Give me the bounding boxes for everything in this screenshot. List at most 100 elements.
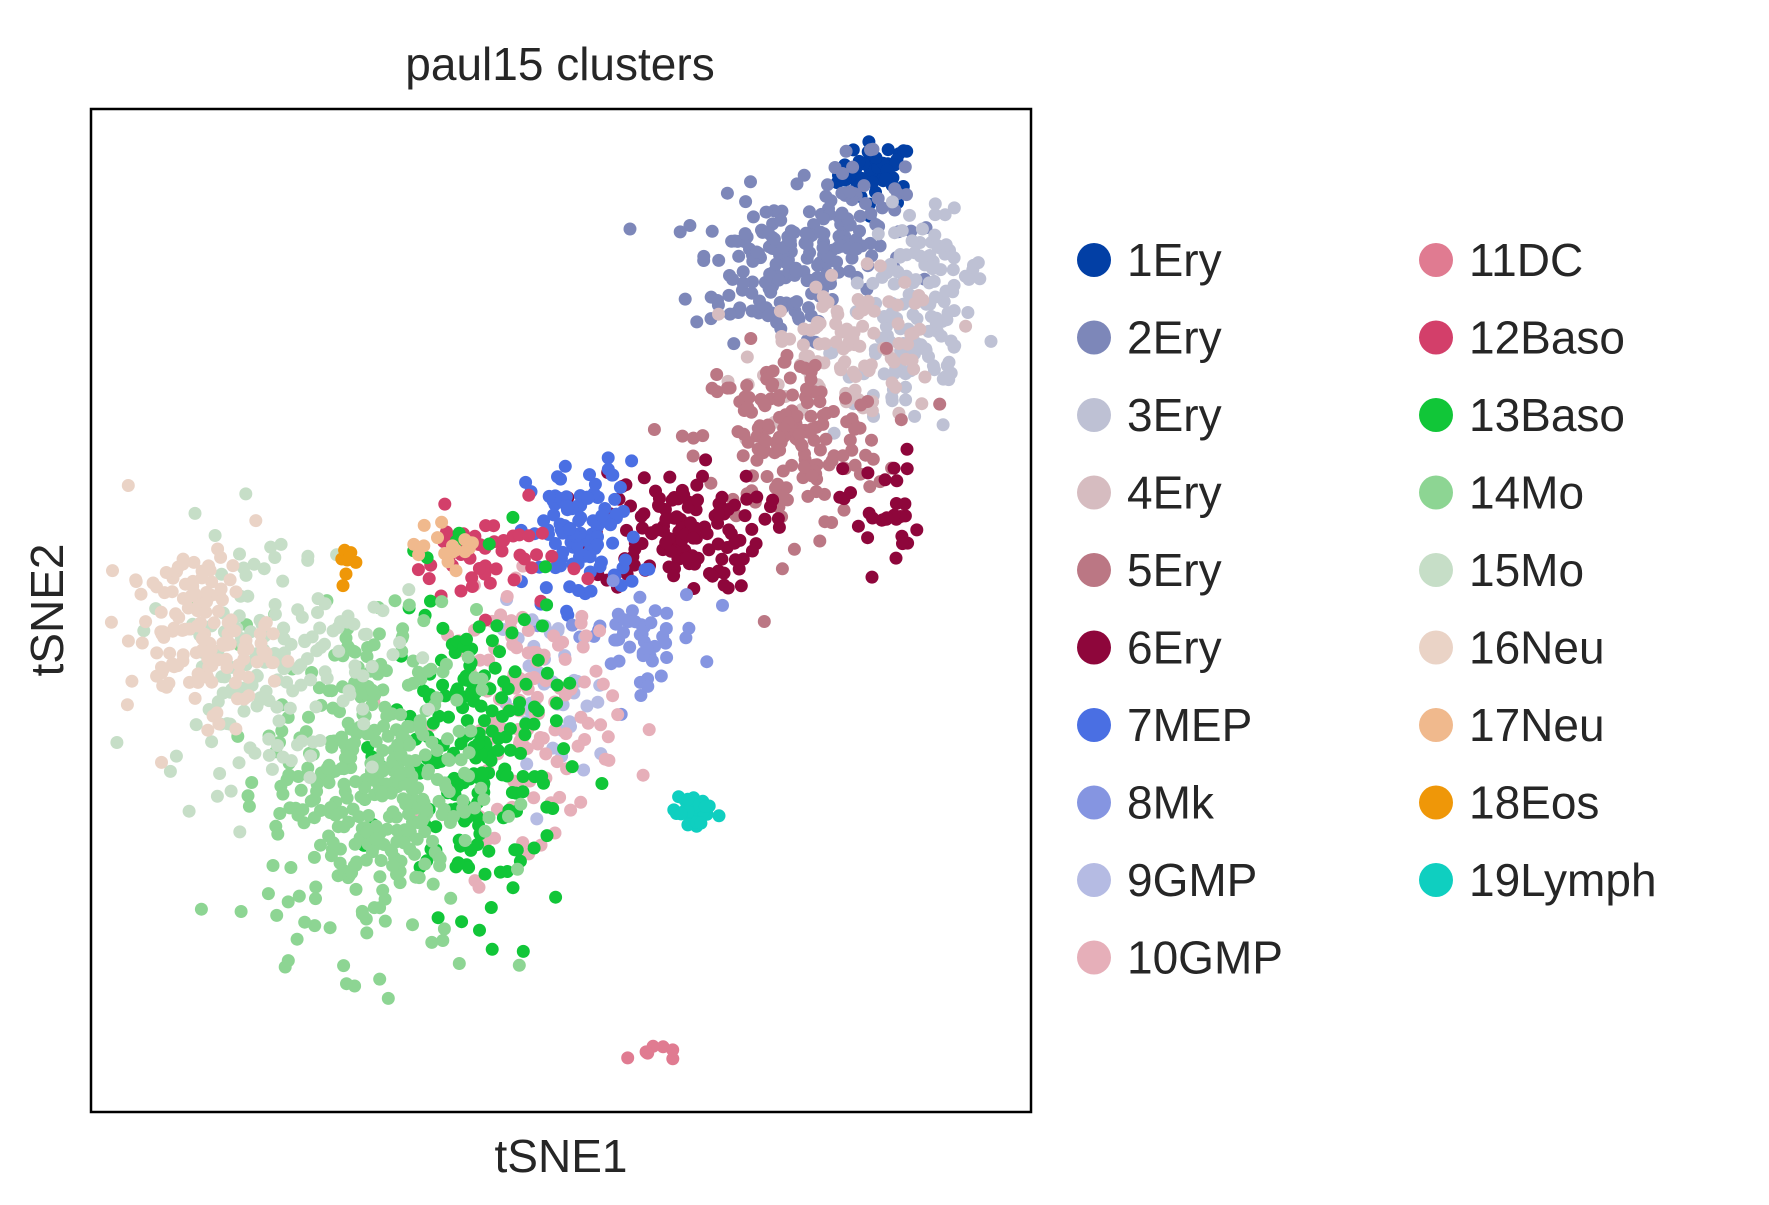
data-point	[485, 704, 499, 718]
data-point	[822, 458, 836, 472]
data-point	[199, 605, 213, 619]
data-point	[267, 674, 281, 688]
legend-label: 4Ery	[1127, 467, 1222, 519]
data-point	[242, 799, 256, 813]
data-point	[864, 207, 878, 221]
data-point	[527, 717, 541, 731]
legend-label: 19Lymph	[1469, 854, 1657, 906]
data-point	[519, 677, 533, 691]
data-point	[712, 809, 726, 823]
data-point	[444, 891, 458, 905]
data-point	[336, 579, 350, 593]
data-point	[502, 809, 515, 823]
data-point	[617, 626, 630, 639]
data-point	[437, 922, 451, 936]
data-point	[635, 521, 649, 535]
data-point	[634, 689, 648, 702]
data-point	[739, 195, 753, 209]
data-point	[522, 529, 536, 543]
data-point	[291, 603, 305, 617]
data-point	[545, 549, 559, 563]
data-point	[530, 548, 543, 562]
data-point	[489, 562, 503, 576]
data-point	[406, 918, 419, 932]
data-point	[565, 760, 579, 774]
data-point	[335, 762, 349, 775]
legend-label: 11DC	[1469, 234, 1583, 286]
data-point	[700, 527, 714, 541]
data-point	[907, 362, 921, 376]
data-point	[843, 185, 857, 199]
data-point	[738, 509, 752, 523]
data-point	[792, 428, 806, 442]
data-point	[633, 590, 647, 604]
data-point	[908, 409, 922, 423]
data-point	[715, 552, 729, 566]
data-point	[512, 528, 526, 542]
data-point	[550, 678, 564, 692]
data-point	[187, 555, 201, 569]
legend-item-5Ery: 5Ery	[1077, 544, 1222, 596]
data-point	[563, 676, 577, 690]
data-point	[462, 861, 476, 874]
series-19Lymph	[667, 790, 726, 833]
data-point	[772, 273, 786, 287]
data-point	[799, 226, 813, 240]
data-point	[900, 144, 914, 158]
series-8Mk	[531, 574, 729, 721]
data-point	[314, 838, 327, 852]
data-point	[375, 789, 389, 803]
data-point	[337, 777, 351, 791]
data-point	[961, 306, 975, 319]
data-point	[303, 771, 317, 784]
data-point	[760, 470, 774, 483]
data-point	[385, 844, 399, 858]
data-point	[698, 800, 712, 813]
data-point	[284, 754, 298, 768]
data-point	[845, 327, 859, 341]
data-point	[601, 451, 615, 465]
data-point	[472, 620, 486, 634]
data-point	[594, 555, 608, 569]
data-point	[539, 581, 553, 595]
data-point	[745, 544, 759, 558]
data-point	[563, 522, 576, 536]
data-point	[167, 621, 181, 635]
legend-marker	[1419, 243, 1453, 277]
legend-item-18Eos: 18Eos	[1419, 777, 1599, 829]
data-point	[369, 832, 383, 846]
data-point	[435, 808, 449, 821]
data-point	[732, 562, 746, 576]
data-point	[887, 355, 901, 369]
data-point	[580, 699, 594, 713]
data-point	[797, 168, 811, 182]
series-16Neu	[104, 479, 295, 769]
data-point	[171, 560, 185, 574]
data-point	[311, 592, 325, 606]
data-point	[458, 805, 471, 819]
data-point	[540, 666, 554, 680]
data-point	[558, 459, 572, 473]
legend-marker	[1419, 320, 1453, 355]
data-point	[505, 626, 519, 640]
data-point	[500, 769, 514, 783]
data-point	[740, 350, 754, 364]
data-point	[322, 776, 336, 790]
data-point	[647, 423, 661, 436]
data-point	[694, 816, 708, 830]
data-point	[554, 472, 567, 486]
data-point	[452, 957, 466, 970]
data-point	[506, 510, 520, 524]
data-point	[332, 644, 346, 658]
data-point	[898, 160, 912, 174]
data-point	[939, 238, 953, 252]
legend-marker	[1419, 863, 1453, 897]
data-point	[728, 234, 742, 248]
data-point	[837, 503, 851, 517]
data-point	[510, 843, 524, 857]
data-point	[337, 820, 351, 834]
data-point	[401, 823, 415, 837]
data-point	[323, 921, 337, 935]
data-point	[866, 276, 880, 290]
data-point	[863, 480, 877, 494]
